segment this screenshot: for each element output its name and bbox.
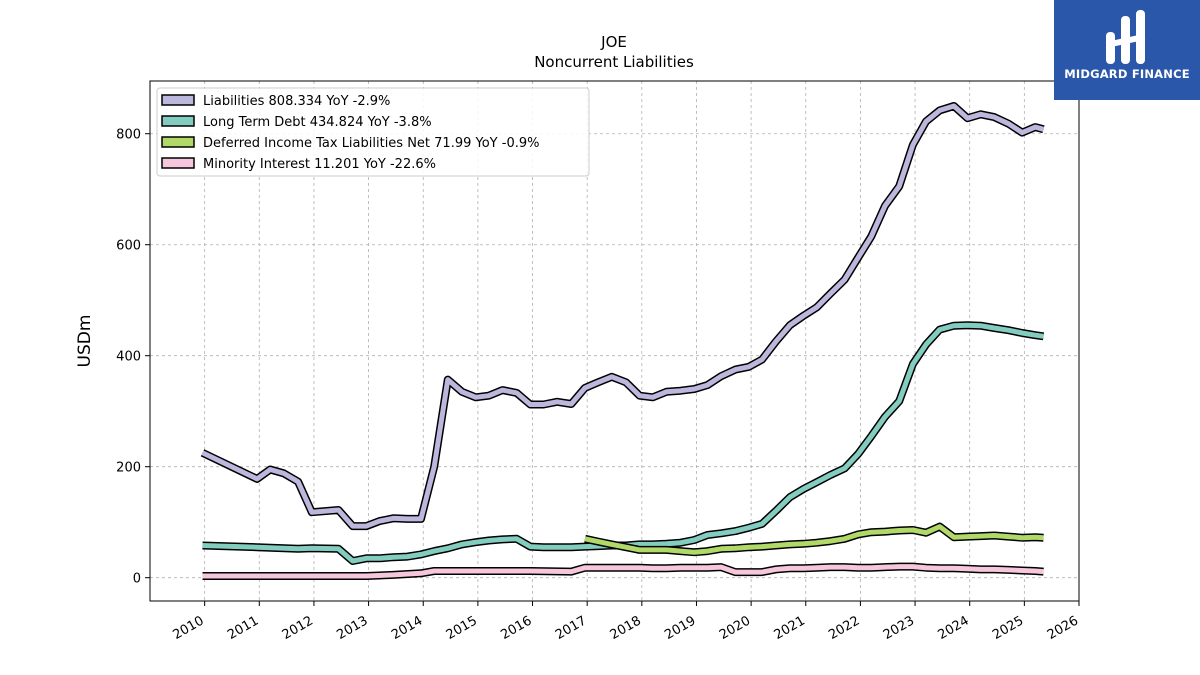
y-axis-label: USDm [75, 315, 95, 368]
series-line-0 [201, 103, 1045, 529]
plot-frame [149, 80, 1080, 602]
legend-box [156, 87, 590, 177]
y-tick-label: 400 [116, 350, 141, 365]
legend-swatch-0 [161, 94, 195, 106]
logo-text: MIDGARD FINANCE [1064, 67, 1190, 81]
series-line-3 [202, 564, 1044, 579]
midgard-finance-logo: MIDGARD FINANCE [1054, 0, 1200, 100]
legend-swatch-1 [161, 115, 195, 127]
legend-swatch-2 [161, 136, 195, 148]
series-line-2 [584, 524, 1044, 555]
legend: Liabilities 808.334 YoY -2.9% Long Term D… [156, 87, 590, 177]
y-tick-label: 0 [133, 572, 141, 587]
series-layer [200, 102, 1045, 580]
chart-subtitle: Noncurrent Liabilities [534, 53, 694, 71]
y-tick-label: 600 [116, 239, 141, 254]
legend-label-3: Minority Interest 11.201 YoY -22.6% [203, 157, 436, 172]
legend-label-2: Deferred Income Tax Liabilities Net 71.9… [203, 136, 539, 151]
legend-swatch-3 [161, 157, 195, 169]
y-tick-label: 200 [116, 461, 141, 476]
y-tick-label: 800 [116, 128, 141, 143]
legend-label-1: Long Term Debt 434.824 YoY -3.8% [203, 115, 432, 130]
series-line-1 [202, 322, 1044, 564]
chart-title: JOE [600, 33, 627, 51]
logo-mark-icon [1105, 10, 1146, 64]
legend-label-0: Liabilities 808.334 YoY -2.9% [203, 94, 390, 109]
